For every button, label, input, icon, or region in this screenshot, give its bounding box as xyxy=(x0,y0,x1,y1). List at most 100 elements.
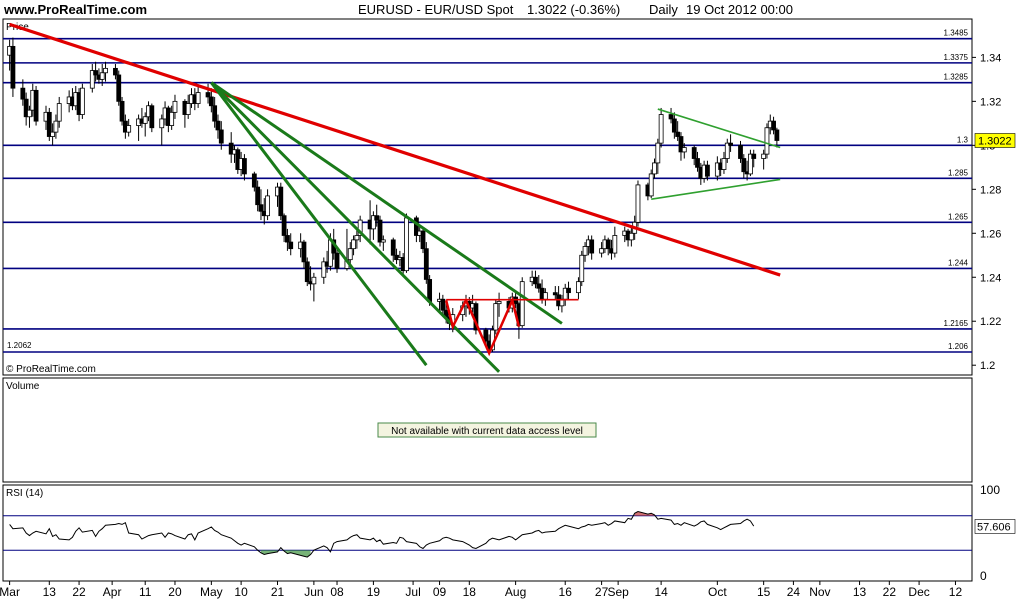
candle-body xyxy=(413,217,419,236)
candle-body xyxy=(195,92,201,104)
candle-body xyxy=(668,114,674,120)
price-tick-label: 1.26 xyxy=(980,228,1001,240)
candle-body xyxy=(23,98,29,118)
pattern-zigzag xyxy=(444,296,521,357)
candle-body xyxy=(149,105,155,129)
candle-body xyxy=(285,235,290,243)
chart-period: Daily xyxy=(649,2,678,17)
candle-body xyxy=(648,173,654,197)
volume-panel xyxy=(2,377,973,483)
candle-body xyxy=(20,87,26,100)
candle-body xyxy=(533,276,538,285)
candle-body xyxy=(169,111,175,126)
candle-body xyxy=(652,162,657,175)
candle-body xyxy=(678,136,684,153)
rsi-tick-label: 0 xyxy=(980,569,987,583)
candle-body xyxy=(212,105,218,122)
level-label: 1.3375 xyxy=(944,53,969,62)
candle-body xyxy=(552,292,558,296)
candle-body xyxy=(288,241,294,250)
candle-body xyxy=(764,127,770,155)
price-tick-label: 1.34 xyxy=(980,52,1001,64)
level-label: 1.3485 xyxy=(944,29,969,38)
rsi-panel xyxy=(2,484,973,582)
level-label: 1.206 xyxy=(948,342,969,351)
trendline-flag-upper xyxy=(657,108,781,149)
volume-unavailable-box xyxy=(377,422,597,438)
site-name: www.ProRealTime.com xyxy=(4,2,148,17)
date-tick-label: 20 xyxy=(168,585,182,599)
candle-body xyxy=(519,281,525,327)
level-label: 1.285 xyxy=(948,168,969,177)
trendline-fan-shallow xyxy=(210,81,563,325)
candle-body xyxy=(675,131,681,137)
candle-body xyxy=(46,111,52,137)
rsi-oversold-fill xyxy=(260,550,278,555)
price-tick-label: 1.22 xyxy=(980,316,1001,328)
candle-body xyxy=(695,158,700,168)
candle-body xyxy=(691,147,697,159)
candle-body xyxy=(671,118,677,133)
candle-body xyxy=(374,215,380,221)
date-tick-label: 10 xyxy=(234,585,248,599)
candle-body xyxy=(208,96,214,107)
date-tick-label: Mar xyxy=(0,585,20,599)
candle-body xyxy=(126,125,132,133)
candle-body xyxy=(721,158,727,170)
date-tick-label: 22 xyxy=(72,585,86,599)
candle-body xyxy=(218,129,224,144)
candle-body xyxy=(113,67,118,76)
date-tick-label: 27 xyxy=(595,585,609,599)
date-tick-label: Sep xyxy=(607,585,629,599)
date-tick-label: 15 xyxy=(757,585,771,599)
trendline-fan-steep xyxy=(210,81,428,367)
candle-body xyxy=(371,215,376,230)
candle-body xyxy=(357,219,363,236)
date-tick-label: Jun xyxy=(304,585,323,599)
date-tick-label: 22 xyxy=(883,585,897,599)
price-tick-label: 1.24 xyxy=(980,272,1001,284)
candle-body xyxy=(281,215,287,236)
date-tick-label: 11 xyxy=(139,585,152,599)
candle-body xyxy=(440,298,446,311)
chart-header: www.ProRealTime.com EURUSD - EUR/USD Spo… xyxy=(0,0,1024,18)
level-label: 1.3 xyxy=(957,135,969,144)
candle-body xyxy=(705,164,710,177)
candle-body xyxy=(99,72,105,80)
candle-body xyxy=(605,239,611,250)
level-label: 1.2165 xyxy=(944,319,969,328)
candle-body xyxy=(724,142,730,159)
rsi-line xyxy=(9,510,755,558)
price-tick-label: 1.2 xyxy=(980,360,995,372)
left-price-marker: 1.2062 xyxy=(7,341,32,350)
date-tick-label: Aug xyxy=(505,585,526,599)
rsi-panel-title: RSI (14) xyxy=(6,488,43,499)
date-tick-label: 24 xyxy=(787,585,801,599)
date-tick-label: 08 xyxy=(330,585,344,599)
candle-body xyxy=(542,292,548,300)
candle-body xyxy=(635,184,641,223)
date-tick-label: 18 xyxy=(463,585,477,599)
date-tick-label: Jul xyxy=(405,585,420,599)
candle-body xyxy=(351,239,356,250)
candle-body xyxy=(612,235,618,254)
candle-body xyxy=(205,92,211,98)
date-tick-label: 14 xyxy=(654,585,668,599)
date-tick-label: 16 xyxy=(559,585,573,599)
candle-body xyxy=(427,279,433,302)
candle-body xyxy=(728,142,733,146)
candle-body xyxy=(390,239,396,256)
candle-body xyxy=(404,217,409,272)
candle-body xyxy=(751,153,757,159)
candle-body xyxy=(159,118,165,129)
candle-body xyxy=(566,287,571,294)
last-price-box xyxy=(974,133,1016,148)
date-tick-label: Oct xyxy=(708,585,727,599)
candle-body xyxy=(347,248,353,261)
rsi-oversold-fill xyxy=(284,550,311,558)
instrument-name: EURUSD - EUR/USD Spot xyxy=(358,2,514,17)
candle-body xyxy=(116,74,122,102)
candle-body xyxy=(79,87,85,115)
candle-body xyxy=(50,131,56,137)
